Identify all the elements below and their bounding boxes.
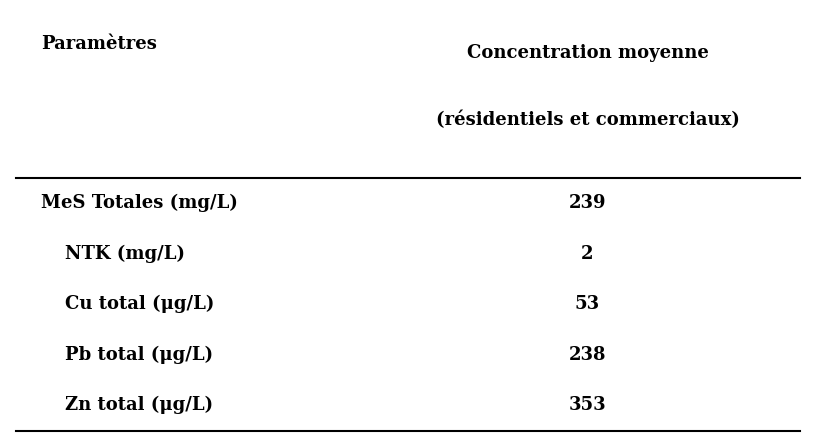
Text: 353: 353 [569, 396, 606, 414]
Text: 2: 2 [581, 245, 594, 262]
Text: MeS Totales (mg/L): MeS Totales (mg/L) [41, 194, 237, 212]
Text: Cu total (μg/L): Cu total (μg/L) [65, 295, 215, 313]
Text: NTK (mg/L): NTK (mg/L) [65, 244, 185, 263]
Text: 239: 239 [569, 194, 606, 212]
Text: Pb total (μg/L): Pb total (μg/L) [65, 345, 214, 364]
Text: (résidentiels et commerciaux): (résidentiels et commerciaux) [436, 111, 739, 129]
Text: Zn total (μg/L): Zn total (μg/L) [65, 396, 214, 415]
Text: 238: 238 [569, 346, 606, 364]
Text: 53: 53 [575, 295, 600, 313]
Text: Paramètres: Paramètres [41, 36, 157, 53]
Text: Concentration moyenne: Concentration moyenne [467, 44, 708, 62]
